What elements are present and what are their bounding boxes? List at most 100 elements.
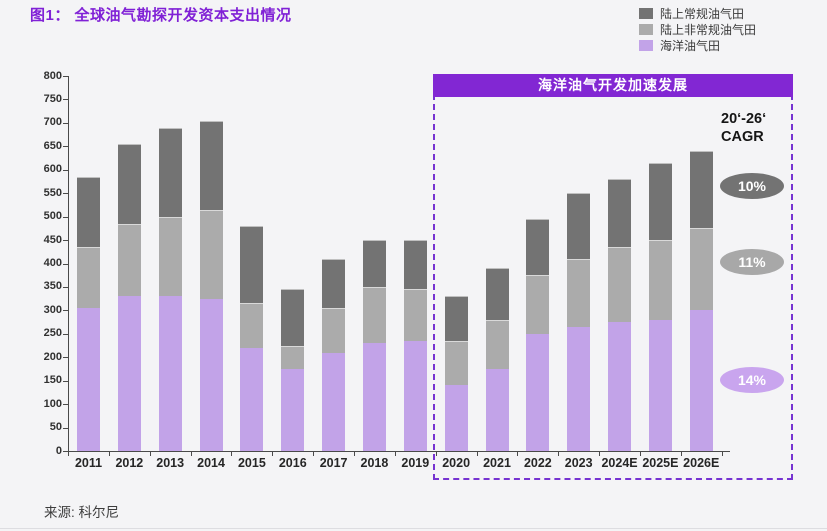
x-axis-tick-label: 2020 [442, 456, 471, 470]
x-axis-tick [476, 451, 478, 456]
bar-segment-2025E [648, 240, 672, 320]
x-axis-tick-label: 2015 [237, 456, 266, 470]
bar-segment-2026E [689, 310, 713, 451]
bar-segment-2026E [689, 151, 713, 229]
bar-segment-2013 [158, 127, 182, 217]
x-axis-tick-label: 2018 [360, 456, 389, 470]
bar-segment-2023 [567, 193, 591, 259]
bar-segment-2017 [322, 352, 346, 451]
cagr-heading: 20‘-26‘ CAGR [721, 110, 795, 146]
source-note: 来源: 科尔尼 [44, 505, 120, 520]
y-axis-tick-label: 600 [43, 163, 62, 176]
y-axis-tick-label: 550 [43, 186, 62, 199]
legend-swatch-icon [639, 7, 653, 19]
cagr-heading-period: 20‘-26‘ [721, 111, 767, 127]
x-axis-tick-label: 2022 [523, 456, 552, 470]
y-axis-tick [63, 310, 68, 312]
x-axis-tick-label: 2012 [115, 456, 144, 470]
x-axis-tick [231, 451, 233, 456]
bar-segment-2012 [117, 296, 141, 451]
bar-segment-2016 [281, 345, 305, 369]
x-axis-tick [394, 451, 396, 456]
bar-segment-2024E [608, 247, 632, 323]
x-axis-tick [599, 451, 601, 456]
bar-segment-2018 [362, 343, 386, 451]
y-axis-tick-label: 200 [43, 350, 62, 363]
y-axis-tick [63, 404, 68, 406]
y-axis-tick-label: 400 [43, 257, 62, 269]
y-axis-tick [63, 99, 68, 101]
x-axis-tick [680, 451, 682, 456]
y-axis-tick [63, 333, 68, 335]
x-axis-tick-label: 2013 [156, 456, 185, 470]
x-axis-tick [68, 451, 70, 456]
y-axis [68, 76, 69, 452]
bar-segment-2011 [77, 176, 100, 248]
bar-segment-2021 [485, 268, 509, 320]
legend-label: 海洋油气田 [660, 38, 721, 53]
bar-segment-2024E [608, 322, 632, 451]
cagr-badge: 11% [720, 249, 784, 275]
bar-segment-2011 [77, 247, 100, 309]
cagr-heading-label: CAGR [721, 129, 764, 146]
y-axis-tick-label: 350 [43, 280, 62, 293]
x-axis-tick [190, 451, 192, 456]
legend-label: 陆上非常规油气田 [660, 22, 757, 37]
y-axis-tick-label: 150 [43, 374, 62, 387]
bar-segment-2013 [158, 216, 182, 297]
x-axis-tick-label: 2011 [74, 456, 103, 470]
bar-segment-2024E [608, 179, 632, 248]
legend: 陆上常规油气田 陆上非常规油气田 海洋油气田 [639, 5, 756, 53]
legend-item: 海洋油气田 [639, 37, 756, 53]
y-axis-tick [63, 193, 68, 195]
y-axis-tick [63, 240, 68, 242]
legend-label: 陆上常规油气田 [660, 6, 745, 21]
bar-segment-2015 [240, 226, 264, 304]
bar-segment-2020 [444, 340, 468, 386]
x-axis-tick [639, 451, 641, 456]
y-axis-tick [63, 169, 68, 171]
y-axis-tick-label: 800 [43, 69, 62, 82]
x-axis-tick [313, 451, 315, 456]
bar-segment-2012 [117, 223, 141, 297]
page-title: 图1： 全球油气勘探开发资本支出情况 [30, 7, 292, 24]
cagr-badge: 10% [720, 173, 784, 199]
y-axis-tick-label: 0 [55, 444, 62, 457]
bar-segment-2016 [281, 289, 305, 346]
bar-segment-2023 [567, 326, 591, 451]
bar-segment-2015 [240, 303, 264, 348]
y-axis-tick [63, 286, 68, 288]
x-axis-tick [272, 451, 274, 456]
bar-segment-2021 [485, 319, 509, 369]
y-axis-tick [63, 427, 68, 429]
x-axis-tick-label: 2026E [683, 456, 720, 470]
x-axis-tick [149, 451, 151, 456]
y-axis-tick [63, 451, 68, 452]
bar-segment-2023 [567, 258, 591, 327]
y-axis-tick-label: 450 [43, 233, 62, 246]
bar-segment-2019 [403, 240, 427, 290]
highlight-box: 海洋油气开发加速发展 [433, 74, 793, 480]
bar-segment-2018 [362, 286, 386, 344]
x-axis-tick-label: 2024E [601, 456, 638, 470]
x-axis-tick-label: 2025E [642, 456, 679, 470]
x-axis-tick [721, 451, 723, 456]
x-axis [68, 451, 730, 452]
x-axis-tick-label: 2023 [564, 456, 593, 470]
bar-segment-2015 [240, 347, 264, 451]
bar-segment-2016 [281, 368, 305, 451]
x-axis-tick [558, 451, 560, 456]
x-axis-tick [517, 451, 519, 456]
y-axis-tick-label: 250 [43, 327, 62, 340]
y-axis-tick [63, 263, 68, 265]
bar-segment-2017 [322, 258, 346, 309]
y-axis-tick-label: 750 [43, 92, 62, 105]
bar-segment-2022 [526, 333, 550, 451]
bar-segment-2021 [485, 368, 509, 451]
y-axis-tick-label: 700 [43, 116, 62, 129]
bar-segment-2011 [77, 308, 100, 451]
legend-swatch-icon [639, 23, 653, 35]
bar-segment-2013 [158, 296, 182, 451]
bar-segment-2019 [403, 340, 427, 451]
